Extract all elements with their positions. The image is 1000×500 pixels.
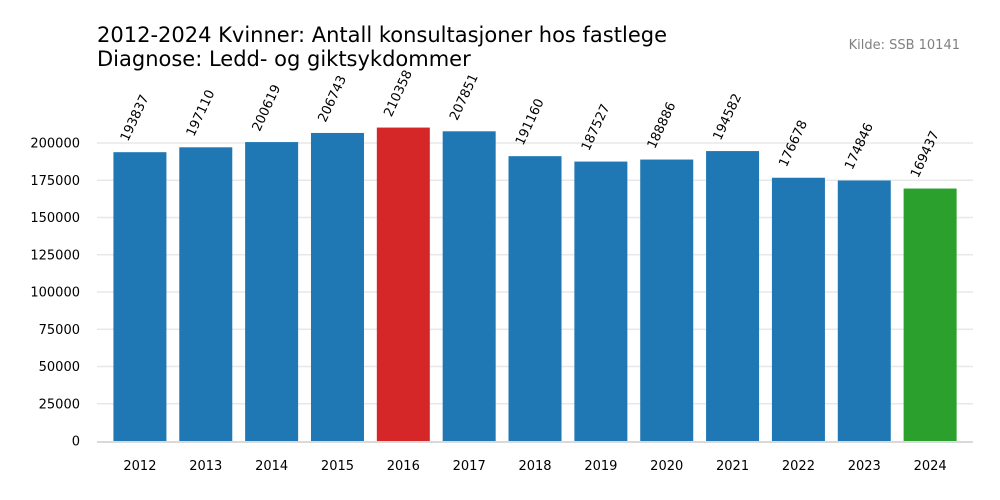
bar-2015 [310,132,364,441]
bar-2023 [837,180,891,441]
chart-subtitle: Diagnose: Ledd- og giktsykdommer [97,47,471,71]
y-tick-label: 100000 [30,286,80,301]
x-tick-label: 2014 [255,459,288,474]
y-tick-label: 175000 [30,174,80,189]
bar-2020 [640,159,694,441]
bar-2018 [508,156,562,441]
bar-value-label: 210358 [381,68,416,119]
x-tick-label: 2021 [716,459,749,474]
bar-value-label: 194582 [711,91,746,142]
bar-2014 [245,142,299,441]
bar-value-label: 191160 [513,97,548,148]
x-tick-label: 2015 [321,459,354,474]
x-tick-label: 2013 [189,459,222,474]
bar-value-label: 193837 [118,93,153,144]
bar-2013 [179,147,233,442]
x-tick-label: 2019 [584,459,617,474]
bar-2016 [376,127,430,441]
y-tick-label: 200000 [30,137,80,152]
y-tick-label: 50000 [39,360,80,375]
x-tick-label: 2017 [453,459,486,474]
x-tick-label: 2012 [123,459,156,474]
bar-2021 [706,151,760,441]
bar-2024 [903,188,957,441]
y-tick-label: 25000 [39,397,80,412]
chart-title: 2012-2024 Kvinner: Antall konsultasjoner… [97,23,667,47]
bar-2012 [113,152,167,442]
y-tick-label: 150000 [30,211,80,226]
y-tick-label: 125000 [30,248,80,263]
bar-value-label: 200619 [250,82,285,133]
bar-2017 [442,131,496,442]
bar-value-label: 174846 [842,121,877,172]
x-tick-label: 2016 [387,459,420,474]
bar-value-label: 206743 [316,73,351,124]
y-tick-label: 75000 [39,323,80,338]
bar-value-label: 207851 [447,72,482,123]
bar-value-label: 176678 [776,118,811,169]
x-tick-label: 2023 [848,459,881,474]
bar-2022 [771,177,825,441]
bar-value-label: 197110 [184,88,219,139]
source-note: Kilde: SSB 10141 [848,38,960,53]
bar-2019 [574,161,628,441]
y-tick-label: 0 [72,435,80,450]
x-tick-label: 2018 [518,459,551,474]
x-tick-label: 2020 [650,459,683,474]
x-tick-label: 2022 [782,459,815,474]
bar-value-label: 169437 [908,129,943,180]
bar-value-label: 187527 [579,102,614,153]
x-tick-label: 2024 [914,459,947,474]
